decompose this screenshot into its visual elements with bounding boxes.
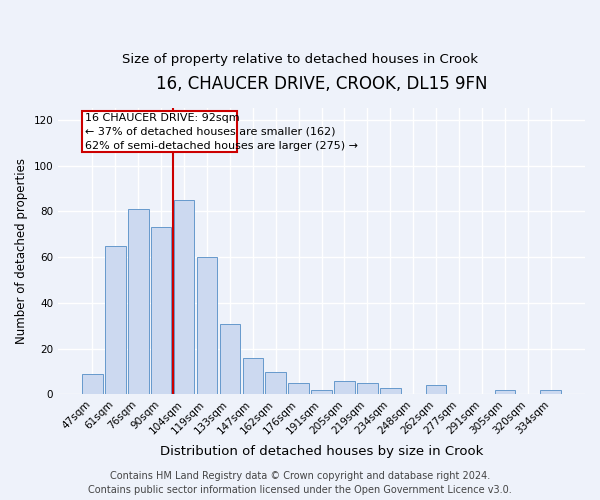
Bar	[289, 383, 309, 394]
Bar	[220, 324, 240, 394]
Y-axis label: Number of detached properties: Number of detached properties	[15, 158, 28, 344]
Bar	[541, 390, 561, 394]
Text: Size of property relative to detached houses in Crook: Size of property relative to detached ho…	[122, 52, 478, 66]
Bar	[494, 390, 515, 394]
Bar	[105, 246, 125, 394]
Bar	[174, 200, 194, 394]
Bar	[82, 374, 103, 394]
Bar	[82, 110, 237, 152]
Bar	[128, 209, 149, 394]
Bar	[197, 257, 217, 394]
Bar	[242, 358, 263, 395]
Bar	[265, 372, 286, 394]
Bar	[151, 228, 172, 394]
Text: 16 CHAUCER DRIVE: 92sqm
← 37% of detached houses are smaller (162)
62% of semi-d: 16 CHAUCER DRIVE: 92sqm ← 37% of detache…	[85, 112, 358, 152]
Bar	[357, 383, 378, 394]
Bar	[426, 386, 446, 394]
Title: 16, CHAUCER DRIVE, CROOK, DL15 9FN: 16, CHAUCER DRIVE, CROOK, DL15 9FN	[156, 75, 487, 93]
X-axis label: Distribution of detached houses by size in Crook: Distribution of detached houses by size …	[160, 444, 483, 458]
Text: Contains HM Land Registry data © Crown copyright and database right 2024.
Contai: Contains HM Land Registry data © Crown c…	[88, 471, 512, 495]
Bar	[311, 390, 332, 394]
Bar	[380, 388, 401, 394]
Bar	[334, 380, 355, 394]
